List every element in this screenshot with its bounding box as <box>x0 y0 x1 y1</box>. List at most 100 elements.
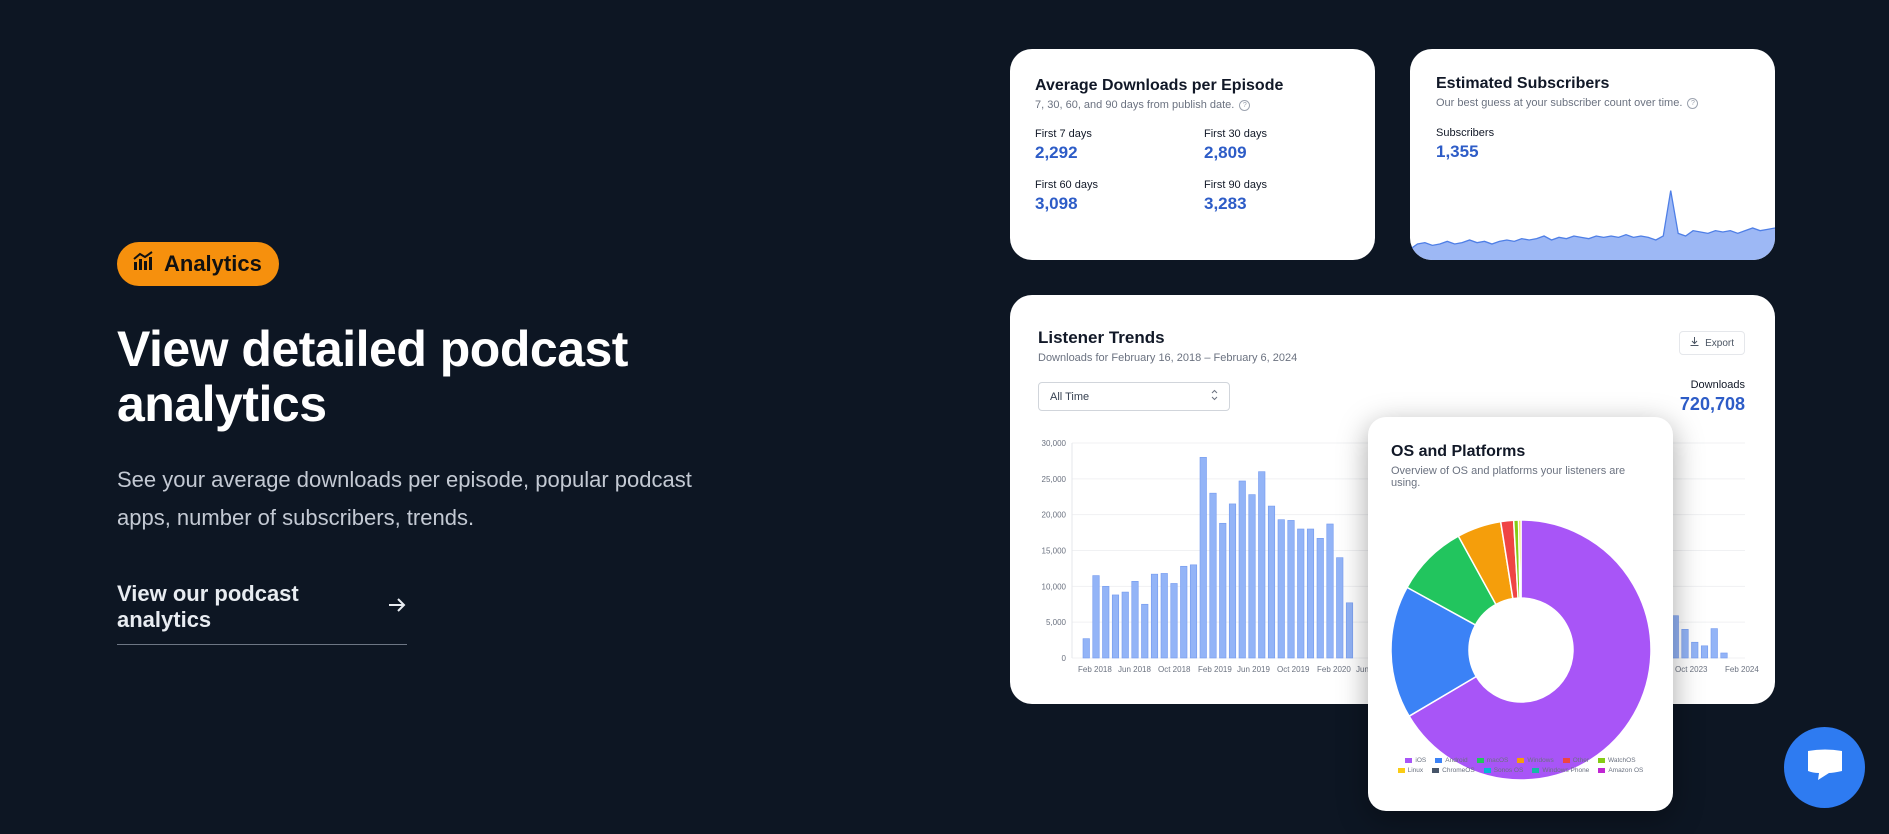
bar <box>1267 505 1276 659</box>
donut-slice <box>1408 519 1652 781</box>
downloads-label: Downloads <box>1690 379 1745 391</box>
stat-60-days: First 60 days 3,098 <box>1035 179 1204 214</box>
os-card-subtitle: Overview of OS and platforms your listen… <box>1391 465 1626 489</box>
subscribers-line <box>1410 190 1775 250</box>
bar <box>1121 591 1129 659</box>
export-button[interactable]: Export <box>1679 331 1745 355</box>
legend-item[interactable]: Android <box>1435 757 1468 764</box>
bar <box>1092 575 1100 659</box>
os-legend: iOS Android macOS Windows Other WatchOS Linux C… <box>1368 757 1673 774</box>
legend-label: Windows <box>1527 757 1554 764</box>
chat-bubble-icon <box>1805 748 1845 787</box>
bar <box>1277 519 1285 659</box>
bar <box>1287 520 1295 659</box>
stat-label: First 30 days <box>1204 128 1267 140</box>
sub-card-subtitle: Our best guess at your subscriber count … <box>1436 97 1683 109</box>
x-tick-label: Oct 2023 <box>1675 665 1708 674</box>
subscribers-label: Subscribers <box>1436 127 1495 139</box>
y-tick-label: 5,000 <box>1046 618 1067 627</box>
y-tick-label: 20,000 <box>1042 511 1067 520</box>
legend-swatch <box>1597 758 1605 763</box>
legend-label: Android <box>1445 757 1468 764</box>
time-range-select[interactable]: All Time <box>1038 382 1230 411</box>
bar <box>1248 494 1256 659</box>
help-icon[interactable]: ? <box>1239 99 1251 111</box>
bar <box>1297 528 1305 659</box>
subscribers-area-chart <box>1410 190 1775 260</box>
legend-item[interactable]: Sonos OS <box>1483 767 1523 774</box>
avg-card-title: Average Downloads per Episode <box>1035 77 1284 94</box>
x-tick-label: Feb 2024 <box>1725 665 1759 674</box>
legend-label: iOS <box>1415 757 1427 764</box>
bar <box>1258 471 1266 659</box>
sub-card-title: Estimated Subscribers <box>1436 75 1610 92</box>
bar <box>1199 457 1207 659</box>
stat-7-days: First 7 days 2,292 <box>1035 128 1204 163</box>
y-tick-label: 25,000 <box>1042 475 1067 484</box>
chat-button[interactable] <box>1784 727 1865 808</box>
os-platforms-card: OS and Platforms Overview of OS and plat… <box>1368 417 1673 811</box>
y-tick-label: 0 <box>1062 654 1067 663</box>
bar <box>1336 557 1344 659</box>
badge-label: Analytics <box>164 251 262 276</box>
bar <box>1681 629 1689 659</box>
bar <box>1131 581 1139 659</box>
x-tick-label: Feb 2019 <box>1198 665 1232 674</box>
x-tick-label: Feb 2018 <box>1078 665 1112 674</box>
bar <box>1170 583 1178 659</box>
downloads-value: 720,708 <box>1679 394 1745 414</box>
subscribers-value: 1,355 <box>1436 142 1479 161</box>
bar <box>1700 645 1709 659</box>
bar <box>1238 480 1246 659</box>
bar <box>1326 523 1334 659</box>
os-donut-chart <box>1390 519 1652 781</box>
bar <box>1345 602 1354 659</box>
export-label: Export <box>1705 337 1734 349</box>
legend-swatch <box>1598 768 1606 773</box>
analytics-badge: Analytics <box>117 242 279 286</box>
download-icon <box>1690 337 1699 349</box>
legend-item[interactable]: Linux <box>1397 767 1424 774</box>
donut-slice <box>1517 519 1522 599</box>
hero-description: See your average downloads per episode, … <box>117 467 692 530</box>
view-analytics-link[interactable]: View our podcast analytics <box>117 581 407 645</box>
legend-item[interactable]: Windows Phone <box>1532 767 1589 774</box>
bar <box>1102 586 1110 659</box>
time-range-value: All Time <box>1050 390 1090 403</box>
bar <box>1710 628 1718 659</box>
legend-swatch <box>1405 758 1413 763</box>
stat-value: 2,292 <box>1035 143 1078 162</box>
legend-label: Linux <box>1407 767 1424 774</box>
legend-label: Other <box>1572 757 1589 764</box>
y-tick-label: 30,000 <box>1042 439 1067 448</box>
legend-item[interactable]: WatchOS <box>1597 757 1636 764</box>
stat-30-days: First 30 days 2,809 <box>1204 128 1354 163</box>
legend-item[interactable]: Amazon OS <box>1598 767 1643 774</box>
legend-item[interactable]: Windows <box>1517 757 1554 764</box>
x-tick-label: Jun 2018 <box>1118 665 1151 674</box>
x-tick-label: Feb 2020 <box>1317 665 1351 674</box>
y-tick-label: 10,000 <box>1042 582 1067 591</box>
bar <box>1316 538 1324 659</box>
x-tick-label: Jun 2019 <box>1237 665 1270 674</box>
legend-item[interactable]: ChromeOS <box>1432 767 1475 774</box>
help-icon[interactable]: ? <box>1687 97 1699 109</box>
legend-item[interactable]: macOS <box>1476 757 1508 764</box>
subscribers-area <box>1410 190 1775 260</box>
bar <box>1209 492 1217 659</box>
view-analytics-link-label: View our podcast analytics <box>117 581 299 632</box>
bar <box>1691 641 1699 659</box>
stat-value: 3,098 <box>1035 194 1078 213</box>
legend-swatch <box>1483 768 1491 773</box>
legend-item[interactable]: Other <box>1562 757 1589 764</box>
legend-swatch <box>1435 758 1443 763</box>
legend-label: Windows Phone <box>1542 767 1590 774</box>
chevron-up-down-icon <box>1211 389 1218 404</box>
legend-item[interactable]: iOS <box>1405 757 1426 764</box>
x-tick-label: Oct 2018 <box>1158 665 1191 674</box>
bar <box>1228 503 1237 659</box>
arrow-right-icon <box>387 594 407 620</box>
bar <box>1720 652 1728 659</box>
avg-card-subtitle: 7, 30, 60, and 90 days from publish date… <box>1035 99 1235 111</box>
legend-label: Amazon OS <box>1608 767 1644 774</box>
